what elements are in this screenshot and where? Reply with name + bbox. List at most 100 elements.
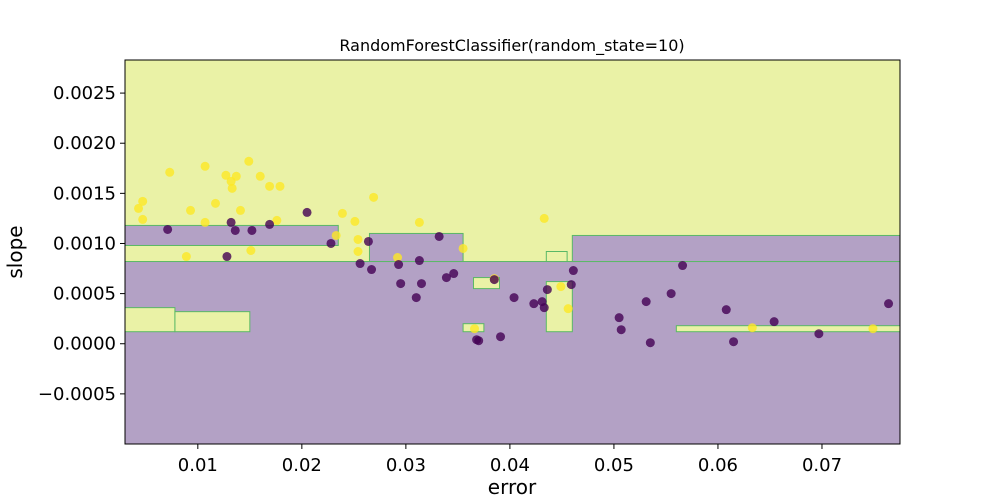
decision-region-class-1 (125, 307, 176, 333)
point-class-1 (556, 282, 566, 292)
y-tick-label: 0.0015 (53, 183, 116, 204)
x-tick-label: 0.01 (178, 455, 218, 476)
point-class-0 (230, 225, 240, 235)
point-class-1 (138, 196, 148, 206)
point-class-1 (200, 161, 210, 171)
point-class-0 (302, 207, 312, 217)
point-class-0 (641, 297, 651, 307)
point-class-1 (235, 205, 245, 215)
point-class-1 (350, 216, 360, 226)
point-class-0 (396, 279, 406, 289)
point-class-1 (255, 171, 265, 181)
point-class-1 (272, 215, 282, 225)
plot-frame (124, 59, 901, 445)
x-tick-label: 0.04 (490, 455, 530, 476)
point-class-0 (666, 289, 676, 299)
point-class-0 (355, 259, 365, 269)
point-class-0 (326, 238, 336, 248)
point-class-1 (221, 170, 231, 180)
point-class-0 (416, 279, 426, 289)
point-class-0 (568, 266, 578, 276)
point-class-1 (138, 214, 148, 224)
y-axis: −0.0005 0.0000 0.0005 0.0010 0.0015 0.0020 0.0… (38, 83, 125, 405)
point-class-1 (231, 171, 241, 181)
point-class-1 (244, 156, 254, 166)
point-class-0 (434, 231, 444, 241)
point-class-0 (363, 236, 373, 246)
decision-region-class-1 (545, 250, 568, 263)
point-class-0 (721, 305, 731, 315)
x-tick-label: 0.02 (282, 455, 322, 476)
point-class-0 (529, 299, 539, 309)
point-class-0 (163, 224, 173, 234)
point-class-0 (769, 317, 779, 327)
point-class-1 (186, 205, 196, 215)
point-class-1 (868, 324, 878, 334)
point-class-1 (747, 323, 757, 333)
point-class-0 (414, 256, 424, 266)
point-class-1 (227, 183, 237, 193)
point-class-1 (563, 304, 573, 314)
point-class-0 (814, 329, 824, 339)
chart-title: RandomForestClassifier(random_state=10) (339, 36, 684, 56)
plot-area (125, 60, 900, 444)
point-class-0 (542, 285, 552, 295)
point-class-0 (645, 338, 655, 348)
point-class-1 (458, 243, 468, 253)
point-class-0 (566, 280, 576, 290)
y-tick-label: 0.0010 (53, 233, 116, 254)
point-class-1 (165, 167, 175, 177)
point-class-1 (539, 213, 549, 223)
point-class-1 (275, 181, 285, 191)
point-class-1 (353, 234, 363, 244)
point-class-1 (414, 217, 424, 227)
point-class-0 (474, 336, 484, 346)
point-class-0 (226, 217, 236, 227)
point-class-1 (470, 324, 480, 334)
point-class-0 (394, 260, 404, 270)
point-class-0 (614, 313, 624, 323)
point-class-1 (337, 208, 347, 218)
y-axis-label: slope (3, 225, 27, 278)
point-class-1 (353, 246, 363, 256)
y-tick-label: 0.0025 (53, 83, 116, 104)
point-class-0 (367, 265, 377, 275)
decision-region-class-0 (125, 261, 900, 444)
decision-region-class-1 (472, 277, 500, 290)
point-class-1 (246, 245, 256, 255)
y-tick-label: −0.0005 (38, 384, 116, 405)
point-class-1 (393, 253, 403, 263)
point-class-1 (200, 217, 210, 227)
point-class-0 (678, 261, 688, 271)
point-class-0 (884, 299, 894, 309)
point-class-1 (369, 192, 379, 202)
x-tick-label: 0.03 (386, 455, 426, 476)
point-class-0 (411, 293, 421, 303)
x-axis: 0.01 0.02 0.03 0.04 0.05 0.06 0.07 (178, 444, 842, 476)
point-class-0 (449, 269, 459, 279)
point-class-1 (211, 198, 221, 208)
decision-region-class-1 (675, 325, 900, 333)
y-tick-label: 0.0000 (53, 334, 116, 355)
point-class-0 (616, 325, 626, 335)
x-tick-label: 0.05 (594, 455, 634, 476)
x-tick-label: 0.06 (698, 455, 738, 476)
point-class-0 (222, 252, 232, 262)
point-class-1 (181, 252, 191, 262)
point-class-0 (265, 219, 275, 229)
y-tick-label: 0.0005 (53, 284, 116, 305)
point-class-0 (496, 332, 506, 342)
point-class-0 (509, 293, 519, 303)
point-class-1 (265, 181, 275, 191)
x-axis-label: error (488, 475, 537, 499)
point-class-0 (247, 225, 257, 235)
point-class-1 (134, 203, 144, 213)
decision-region-class-1 (174, 311, 251, 333)
point-class-0 (489, 275, 499, 285)
point-class-0 (539, 303, 549, 313)
x-tick-label: 0.07 (802, 455, 842, 476)
point-class-0 (729, 337, 739, 347)
y-tick-label: 0.0020 (53, 133, 116, 154)
point-class-0 (441, 273, 451, 283)
